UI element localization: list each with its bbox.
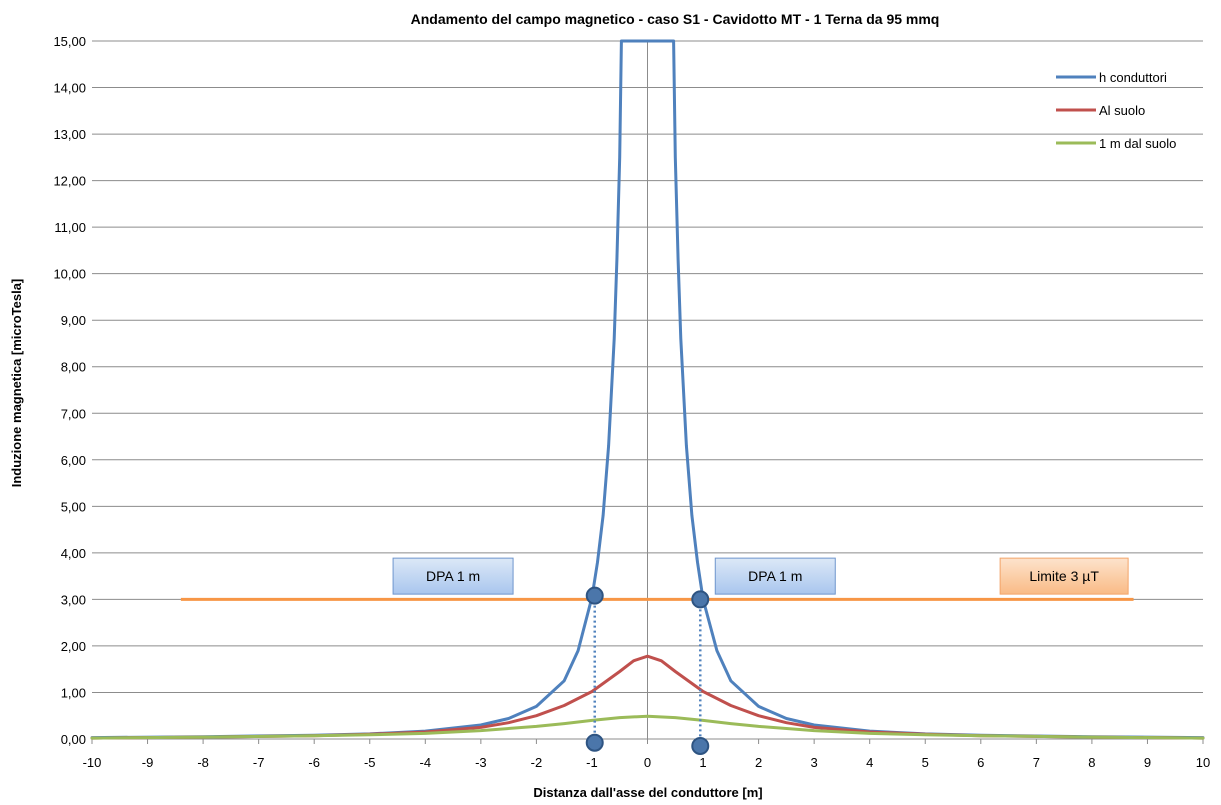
x-tick-label: 5 xyxy=(922,755,929,770)
y-tick-label: 10,00 xyxy=(53,267,86,282)
y-tick-label: 15,00 xyxy=(53,34,86,49)
y-tick-label: 9,00 xyxy=(61,313,86,328)
dpa-marker-top xyxy=(585,586,604,605)
legend-label: Al suolo xyxy=(1099,103,1145,118)
x-tick-label: -8 xyxy=(197,755,209,770)
series-line-1m-dal-suolo xyxy=(90,714,1205,740)
legend-label: 1 m dal suolo xyxy=(1099,136,1176,151)
y-tick-label: 12,00 xyxy=(53,174,86,189)
x-tick-label: 2 xyxy=(755,755,762,770)
x-tick-labels: -10 -9 -8 -7 -6 -5 -4 -3 -2 -1 0 1 2 3 4 5 6 7 8 9 10 xyxy=(83,739,1210,770)
x-axis-label: Distanza dall'asse del conduttore [m] xyxy=(533,785,762,800)
y-tick-label: 7,00 xyxy=(61,406,86,421)
y-tick-label: 0,00 xyxy=(61,732,86,747)
x-tick-label: -6 xyxy=(308,755,320,770)
dpa-marker-bottom xyxy=(585,733,604,752)
x-tick-label: -4 xyxy=(420,755,432,770)
series-line-h-conduttori xyxy=(90,39,1205,740)
legend-label: h conduttori xyxy=(1099,70,1167,85)
legend: h conduttori Al suolo 1 m dal suolo xyxy=(1056,70,1176,151)
annotation-box-bg xyxy=(714,557,836,595)
annotation-boxes: DPA 1 m DPA 1 m Limite 3 µT xyxy=(392,557,1129,595)
x-tick-label: -3 xyxy=(475,755,487,770)
x-tick-label: 1 xyxy=(699,755,706,770)
y-tick-label: 6,00 xyxy=(61,453,86,468)
y-tick-label: 11,00 xyxy=(54,220,86,235)
x-tick-label: 10 xyxy=(1196,755,1210,770)
y-tick-label: 1,00 xyxy=(61,685,86,700)
annotation-text: DPA 1 m xyxy=(426,568,480,584)
series-lines xyxy=(90,39,1205,740)
x-tick-label: -5 xyxy=(364,755,376,770)
annotation-text: DPA 1 m xyxy=(748,568,802,584)
annotation-box-bg xyxy=(999,557,1129,595)
x-tick-label: 8 xyxy=(1088,755,1095,770)
x-tick-label: -1 xyxy=(586,755,598,770)
y-tick-label: 2,00 xyxy=(61,639,86,654)
y-tick-labels: 0,00 1,00 2,00 3,00 4,00 5,00 6,00 7,00 8,00 9,00… xyxy=(53,34,86,747)
x-tick-label: 3 xyxy=(811,755,818,770)
x-tick-label: -10 xyxy=(83,755,102,770)
dpa-marker-top xyxy=(691,590,710,609)
x-tick-label: 9 xyxy=(1144,755,1151,770)
dpa-label-box: DPA 1 m xyxy=(392,557,514,595)
y-tick-label: 8,00 xyxy=(61,360,86,375)
y-axis-label: Induzione magnetica [microTesla] xyxy=(9,279,24,488)
y-tick-label: 5,00 xyxy=(61,499,86,514)
x-tick-label: 6 xyxy=(977,755,984,770)
y-tick-label: 4,00 xyxy=(61,546,86,561)
x-tick-label: -9 xyxy=(142,755,154,770)
limit-label-box: Limite 3 µT xyxy=(999,557,1129,595)
y-tick-label: 13,00 xyxy=(53,127,86,142)
annotation-box-bg xyxy=(392,557,514,595)
dpa-label-box: DPA 1 m xyxy=(714,557,836,595)
x-tick-label: -2 xyxy=(531,755,543,770)
x-tick-label: -7 xyxy=(253,755,265,770)
dpa-markers xyxy=(585,586,710,755)
x-tick-label: 4 xyxy=(866,755,873,770)
x-tick-label: 7 xyxy=(1033,755,1040,770)
y-tick-label: 3,00 xyxy=(61,592,86,607)
y-tick-label: 14,00 xyxy=(53,81,86,96)
annotation-text: Limite 3 µT xyxy=(1029,568,1099,584)
x-tick-label: 0 xyxy=(644,755,651,770)
chart-title: Andamento del campo magnetico - caso S1 … xyxy=(411,11,940,27)
dpa-marker-bottom xyxy=(691,736,710,755)
